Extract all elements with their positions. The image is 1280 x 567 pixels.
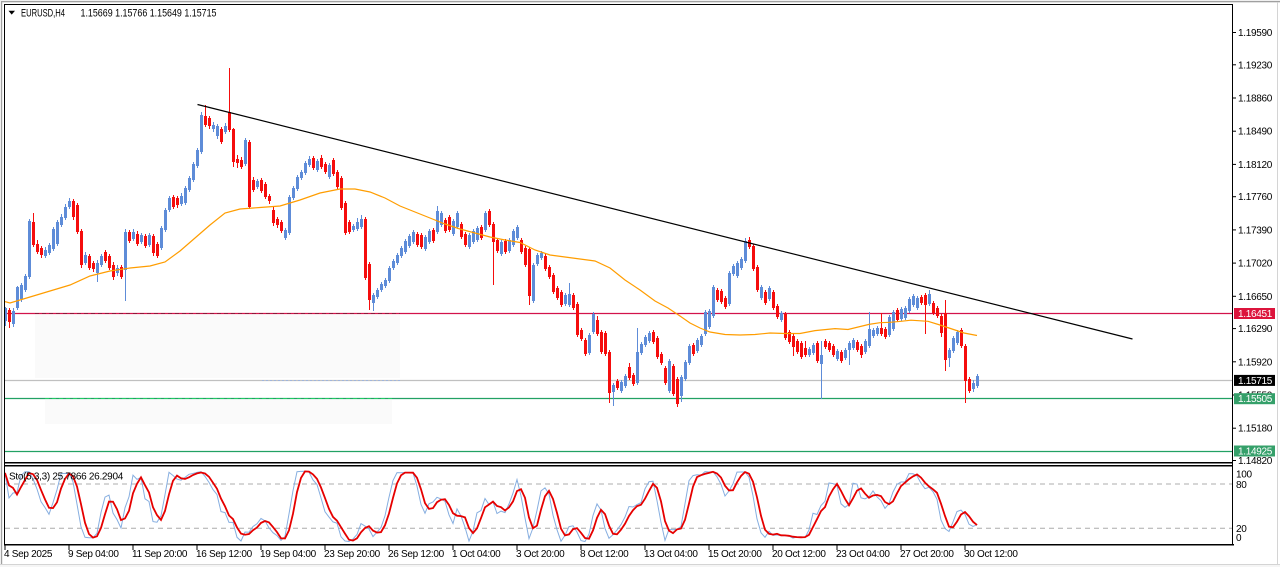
- svg-text:26 Sep 12:00: 26 Sep 12:00: [388, 549, 445, 560]
- svg-text:9 Sep 04:00: 9 Sep 04:00: [68, 549, 119, 560]
- svg-text:1.18860: 1.18860: [1238, 94, 1273, 105]
- svg-text:27 Oct 20:00: 27 Oct 20:00: [900, 549, 954, 560]
- svg-text:1.16451: 1.16451: [1238, 309, 1273, 320]
- svg-text:13 Oct 04:00: 13 Oct 04:00: [644, 549, 698, 560]
- svg-text:EURUSD,H4: EURUSD,H4: [21, 7, 65, 19]
- svg-text:1.14820: 1.14820: [1238, 456, 1273, 467]
- svg-text:1.15669 1.15766 1.15649 1.1571: 1.15669 1.15766 1.15649 1.15715: [81, 7, 217, 19]
- svg-text:30 Oct 12:00: 30 Oct 12:00: [964, 549, 1018, 560]
- svg-text:11 Sep 20:00: 11 Sep 20:00: [132, 549, 188, 560]
- svg-text:19 Sep 04:00: 19 Sep 04:00: [260, 549, 317, 560]
- svg-text:1.14925: 1.14925: [1238, 447, 1273, 458]
- svg-text:100: 100: [1236, 470, 1253, 481]
- svg-text:1.17390: 1.17390: [1238, 225, 1273, 236]
- svg-text:1 Oct 04:00: 1 Oct 04:00: [452, 549, 501, 560]
- svg-text:16 Sep 12:00: 16 Sep 12:00: [196, 549, 253, 560]
- svg-text:1.17760: 1.17760: [1238, 192, 1273, 203]
- svg-text:Sto(5,3,3) 25.7866 26.2904: Sto(5,3,3) 25.7866 26.2904: [9, 472, 124, 483]
- svg-text:1.15180: 1.15180: [1238, 424, 1273, 435]
- svg-text:1.15505: 1.15505: [1238, 394, 1273, 405]
- svg-text:0: 0: [1236, 533, 1242, 544]
- svg-text:3 Oct 20:00: 3 Oct 20:00: [516, 549, 565, 560]
- svg-text:15 Oct 20:00: 15 Oct 20:00: [708, 549, 762, 560]
- svg-text:1.16290: 1.16290: [1238, 324, 1273, 335]
- svg-text:1.16650: 1.16650: [1238, 292, 1273, 303]
- svg-text:1.19590: 1.19590: [1238, 28, 1273, 39]
- svg-text:23 Sep 20:00: 23 Sep 20:00: [324, 549, 381, 560]
- svg-text:1.17020: 1.17020: [1238, 259, 1273, 270]
- svg-text:80: 80: [1236, 480, 1247, 491]
- svg-text:1.19230: 1.19230: [1238, 60, 1273, 71]
- svg-text:1.18490: 1.18490: [1238, 127, 1273, 138]
- svg-text:1.15920: 1.15920: [1238, 357, 1273, 368]
- svg-text:1.15715: 1.15715: [1238, 376, 1273, 387]
- svg-text:20: 20: [1236, 524, 1247, 535]
- svg-text:20 Oct 12:00: 20 Oct 12:00: [772, 549, 826, 560]
- svg-text:8 Oct 12:00: 8 Oct 12:00: [580, 549, 629, 560]
- svg-text:1.18120: 1.18120: [1238, 160, 1273, 171]
- svg-text:4 Sep 2025: 4 Sep 2025: [4, 549, 53, 560]
- svg-text:23 Oct 04:00: 23 Oct 04:00: [836, 549, 890, 560]
